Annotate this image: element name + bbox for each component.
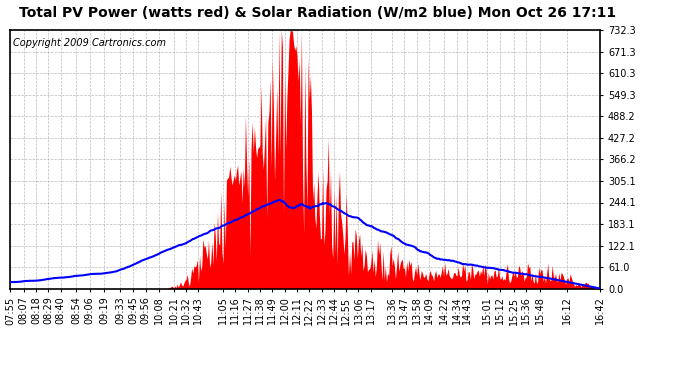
Text: Copyright 2009 Cartronics.com: Copyright 2009 Cartronics.com bbox=[13, 38, 166, 48]
Text: Total PV Power (watts red) & Solar Radiation (W/m2 blue) Mon Oct 26 17:11: Total PV Power (watts red) & Solar Radia… bbox=[19, 6, 616, 20]
